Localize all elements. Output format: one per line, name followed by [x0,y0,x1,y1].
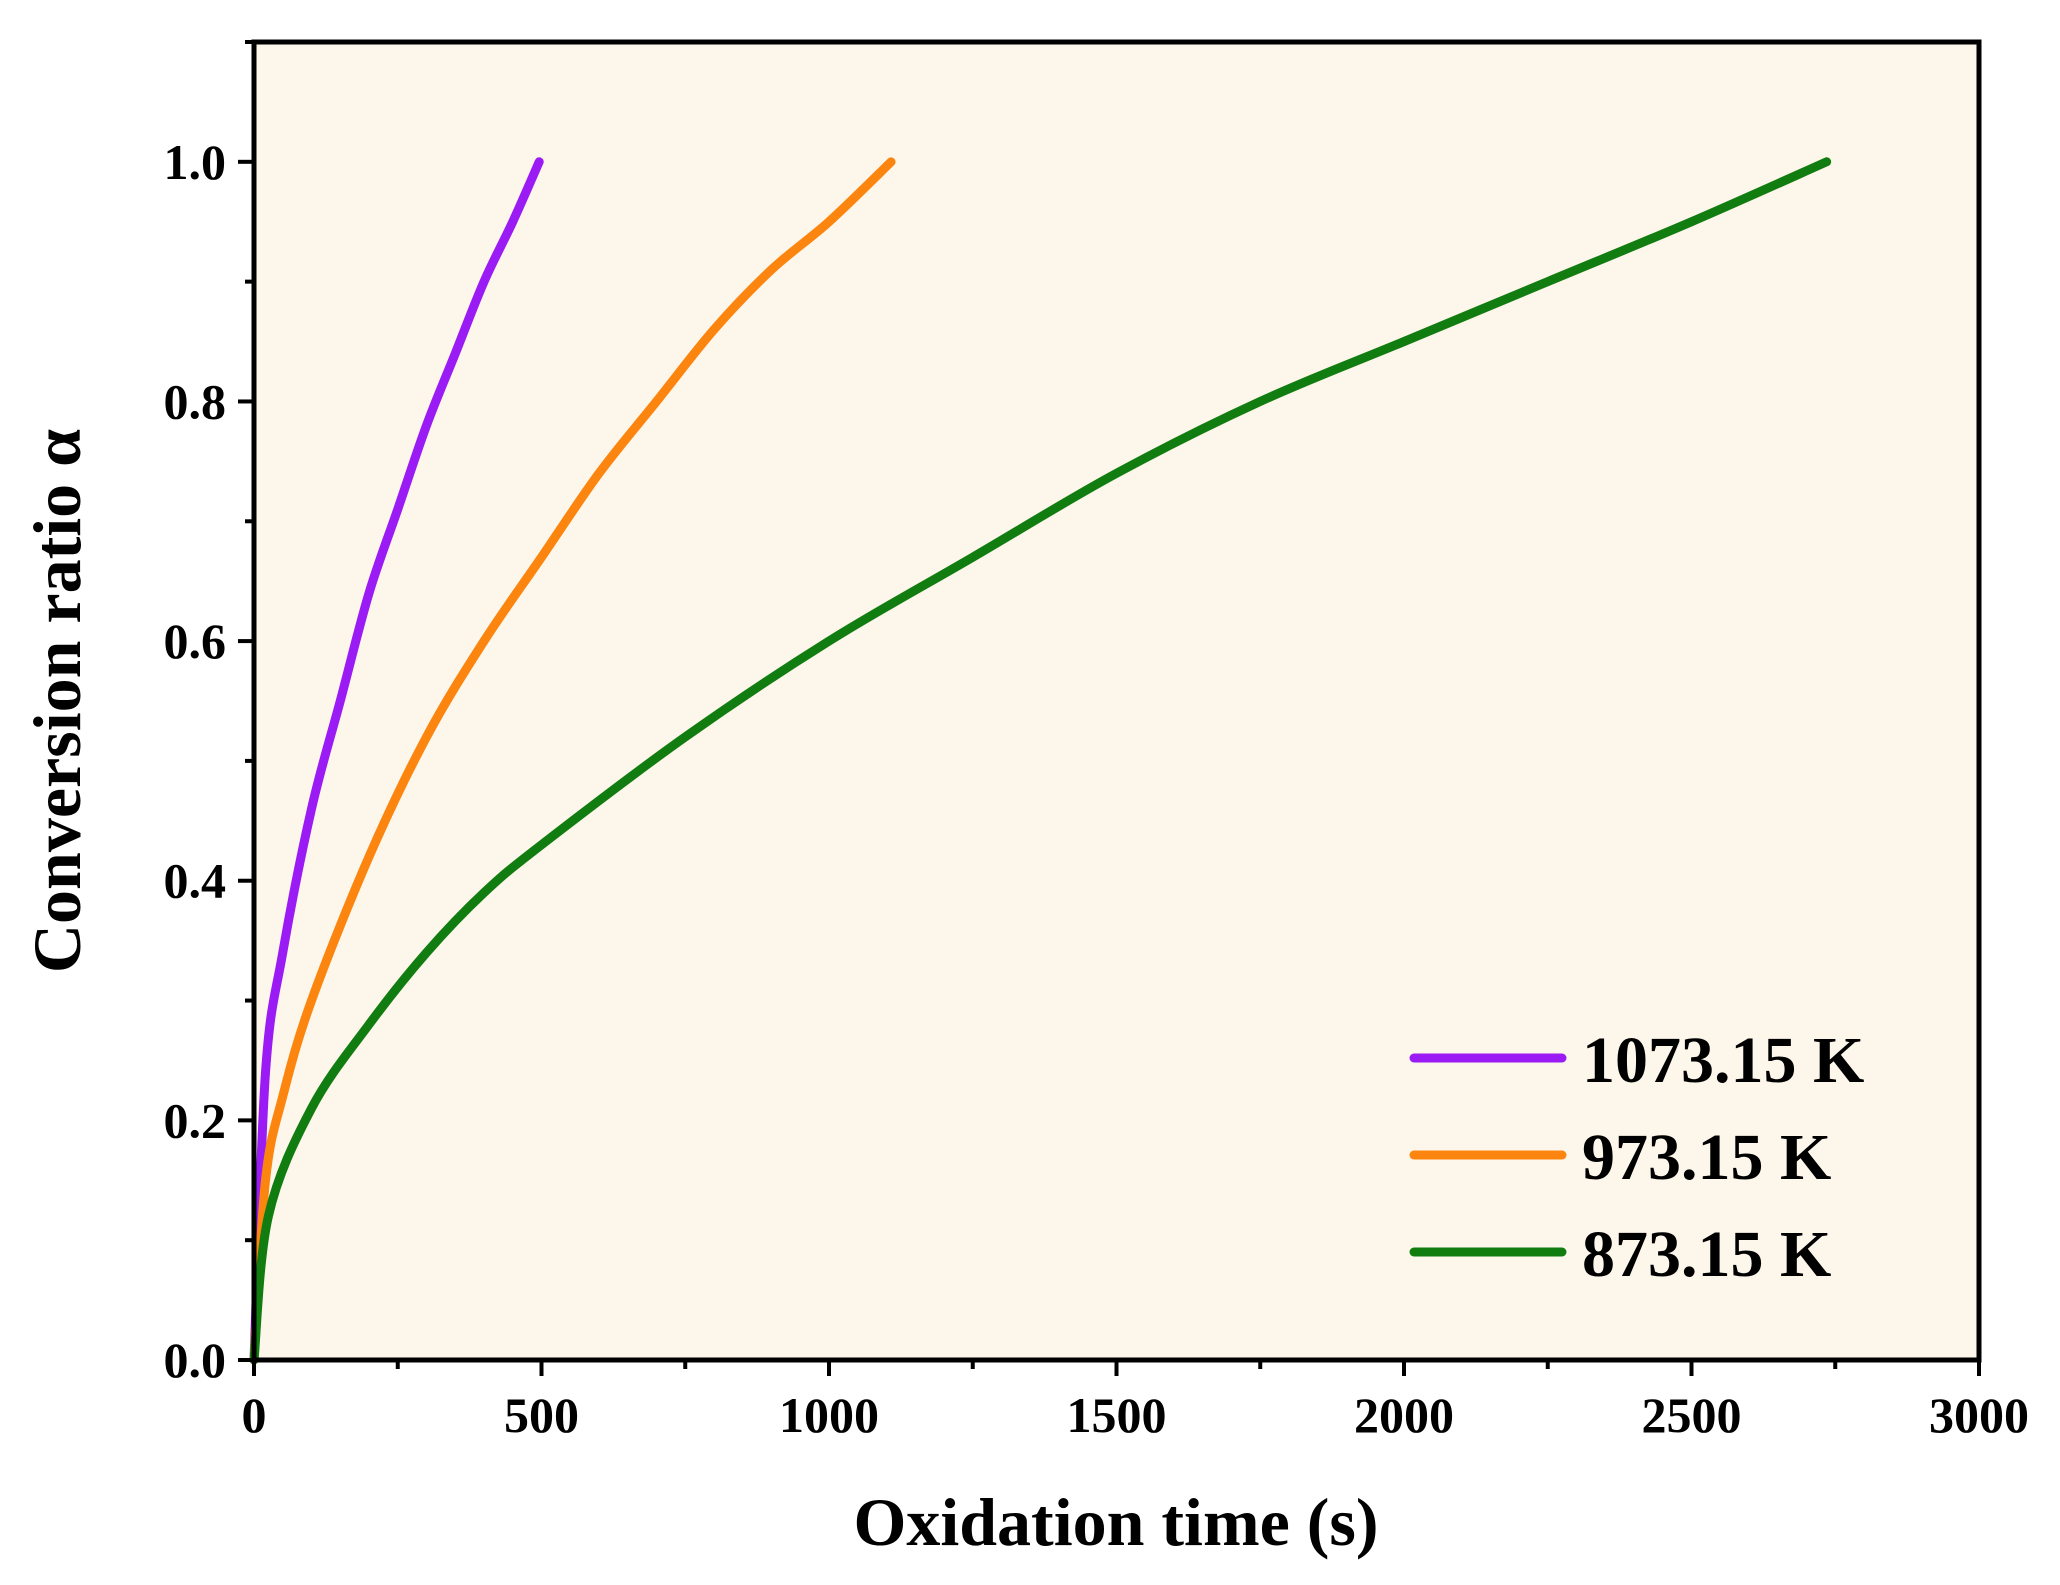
plot-frame [251,39,1982,1363]
y-tick-label: 1.0 [164,134,227,190]
y-tick-label: 0.0 [164,1332,227,1388]
x-tick-label: 1500 [1067,1387,1167,1443]
y-tick-label: 0.6 [164,613,227,669]
y-tick-label: 0.2 [164,1092,227,1148]
series-line-2 [249,157,896,1365]
series-layer [249,157,1832,1365]
label-layer: 0 500 1000 1500 2000 2500 3000 0.0 0.2 0.4 0.6 0.8 1… [164,134,2030,1443]
x-axis-title: Oxidation time (s) [853,1484,1378,1560]
x-tick-label: 2500 [1642,1387,1742,1443]
y-axis-title: Conversion ratio α [19,429,95,973]
plot-background [254,42,1979,1360]
x-tick-label: 0 [242,1387,267,1443]
x-tick-label: 2000 [1354,1387,1454,1443]
legend-label: 973.15 K [1582,1121,1831,1194]
legend-label: 873.15 K [1582,1218,1831,1291]
legend: 1073.15 K 973.15 K 873.15 K [1409,1024,1864,1291]
y-tick-label: 0.8 [164,373,227,429]
legend-label: 1073.15 K [1582,1024,1864,1097]
series-line-3 [249,157,1832,1365]
x-tick-label: 1000 [779,1387,879,1443]
y-tick-label: 0.4 [164,853,227,909]
x-tick-label: 500 [504,1387,579,1443]
x-tick-label: 3000 [1929,1387,2029,1443]
series-line-1 [249,157,544,1365]
